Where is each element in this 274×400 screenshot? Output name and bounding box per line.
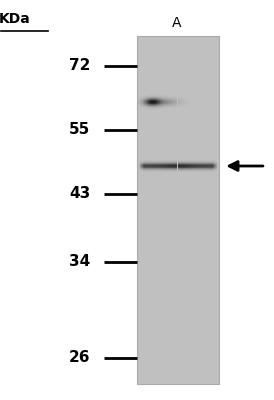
Text: 26: 26 bbox=[69, 350, 90, 366]
Text: 34: 34 bbox=[69, 254, 90, 270]
Bar bbox=[137, 36, 219, 384]
Text: A: A bbox=[172, 16, 181, 30]
Text: 43: 43 bbox=[69, 186, 90, 202]
Text: KDa: KDa bbox=[0, 12, 31, 26]
Text: 72: 72 bbox=[69, 58, 90, 74]
Text: 55: 55 bbox=[69, 122, 90, 138]
